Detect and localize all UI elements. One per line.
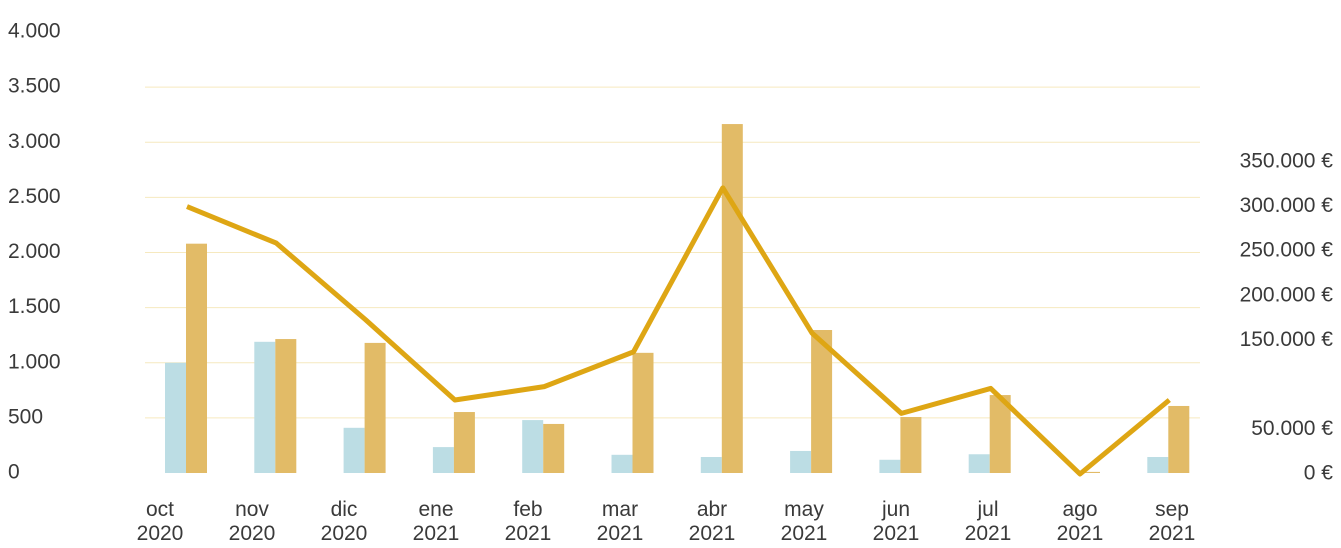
bar [968, 454, 990, 473]
x-tick-label: jul 2021 [964, 498, 1012, 545]
line [186, 185, 1171, 477]
bar [1168, 405, 1190, 473]
bar [700, 457, 722, 473]
y2-tick-label: 350.000 € [1240, 150, 1334, 173]
y-tick-label: 3.500 [8, 75, 61, 98]
y2-tick-label: 250.000 € [1240, 239, 1334, 262]
x-tick-label: jun 2021 [872, 498, 920, 545]
bar [879, 459, 901, 473]
y-tick-label: 3.000 [8, 130, 61, 153]
bar [186, 243, 207, 473]
bar [632, 352, 654, 473]
y2-tick-label: 200.000 € [1240, 283, 1334, 306]
x-tick-label: feb 2021 [504, 498, 552, 545]
y-tick-label: 1.000 [8, 350, 61, 373]
bar [721, 124, 743, 473]
bar [522, 420, 544, 473]
y2-tick-label: 0 € [1304, 462, 1334, 485]
bar [254, 341, 276, 473]
y2-tick-label: 150.000 € [1240, 328, 1334, 351]
x-tick-label: may 2021 [780, 498, 828, 545]
bar [275, 339, 297, 473]
y-tick-label: 2.500 [8, 185, 61, 208]
x-tick-label: ene 2021 [412, 498, 460, 545]
x-tick-label: sep 2021 [1148, 498, 1196, 545]
bar [432, 447, 454, 473]
bar [165, 362, 186, 473]
x-tick-label: dic 2020 [320, 498, 368, 545]
y2-tick-label: 50.000 € [1251, 417, 1333, 440]
y2-tick-label: 300.000 € [1240, 194, 1334, 217]
bar [453, 412, 475, 473]
bar [811, 330, 833, 473]
x-tick-label: mar 2021 [596, 498, 644, 545]
bar [343, 427, 365, 473]
y-tick-label: 1.500 [8, 295, 61, 318]
bar [1079, 471, 1100, 473]
x-tick-label: abr 2021 [688, 498, 736, 545]
y-tick-label: 0 [8, 461, 20, 484]
x-tick-label: nov 2020 [228, 498, 276, 545]
bar [543, 423, 565, 473]
y-tick-label: 4.000 [8, 20, 61, 43]
y-tick-label: 2.000 [8, 240, 61, 263]
bar [611, 454, 633, 473]
bar [900, 416, 922, 473]
x-tick-label: ago 2021 [1056, 498, 1104, 545]
bar [790, 450, 812, 473]
x-tick-label: oct 2020 [136, 498, 184, 545]
y-tick-label: 500 [8, 405, 43, 428]
bar [1147, 457, 1169, 473]
bar [989, 395, 1011, 473]
bar [364, 342, 386, 473]
